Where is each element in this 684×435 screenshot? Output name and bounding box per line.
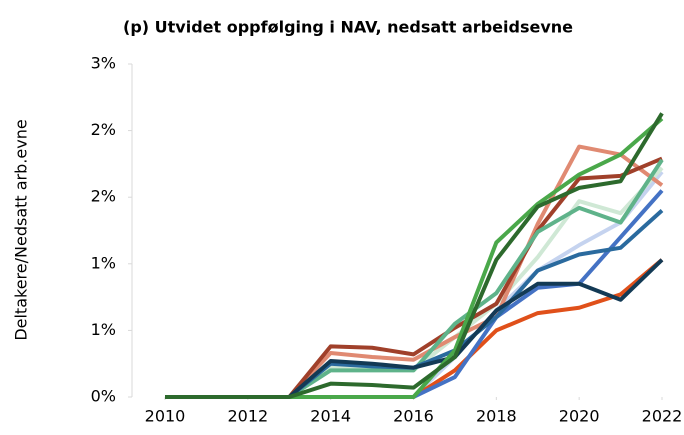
x-tick-label: 2012 [227, 407, 268, 426]
series-line [165, 112, 664, 399]
y-tick-label: 3% [91, 54, 116, 73]
x-tick-label: 2020 [559, 407, 600, 426]
y-tick-label: 1% [91, 253, 116, 272]
y-tick-label: 1% [91, 320, 116, 339]
x-tick-label: 2022 [642, 407, 683, 426]
series-line [165, 166, 664, 399]
y-tick-label: 2% [91, 120, 116, 139]
series-line [165, 258, 664, 399]
x-tick-label: 2014 [310, 407, 351, 426]
x-tick-label: 2018 [476, 407, 517, 426]
y-axis-label: Deltakere/Nedsatt arb.evne [12, 119, 31, 340]
x-tick-label: 2016 [393, 407, 434, 426]
series-line [165, 258, 664, 399]
y-tick-label: 2% [91, 187, 116, 206]
y-tick-label: 0% [91, 387, 116, 406]
x-tick-label: 2010 [145, 407, 186, 426]
chart-title: (p) Utvidet oppfølging i NAV, nedsatt ar… [123, 18, 573, 37]
